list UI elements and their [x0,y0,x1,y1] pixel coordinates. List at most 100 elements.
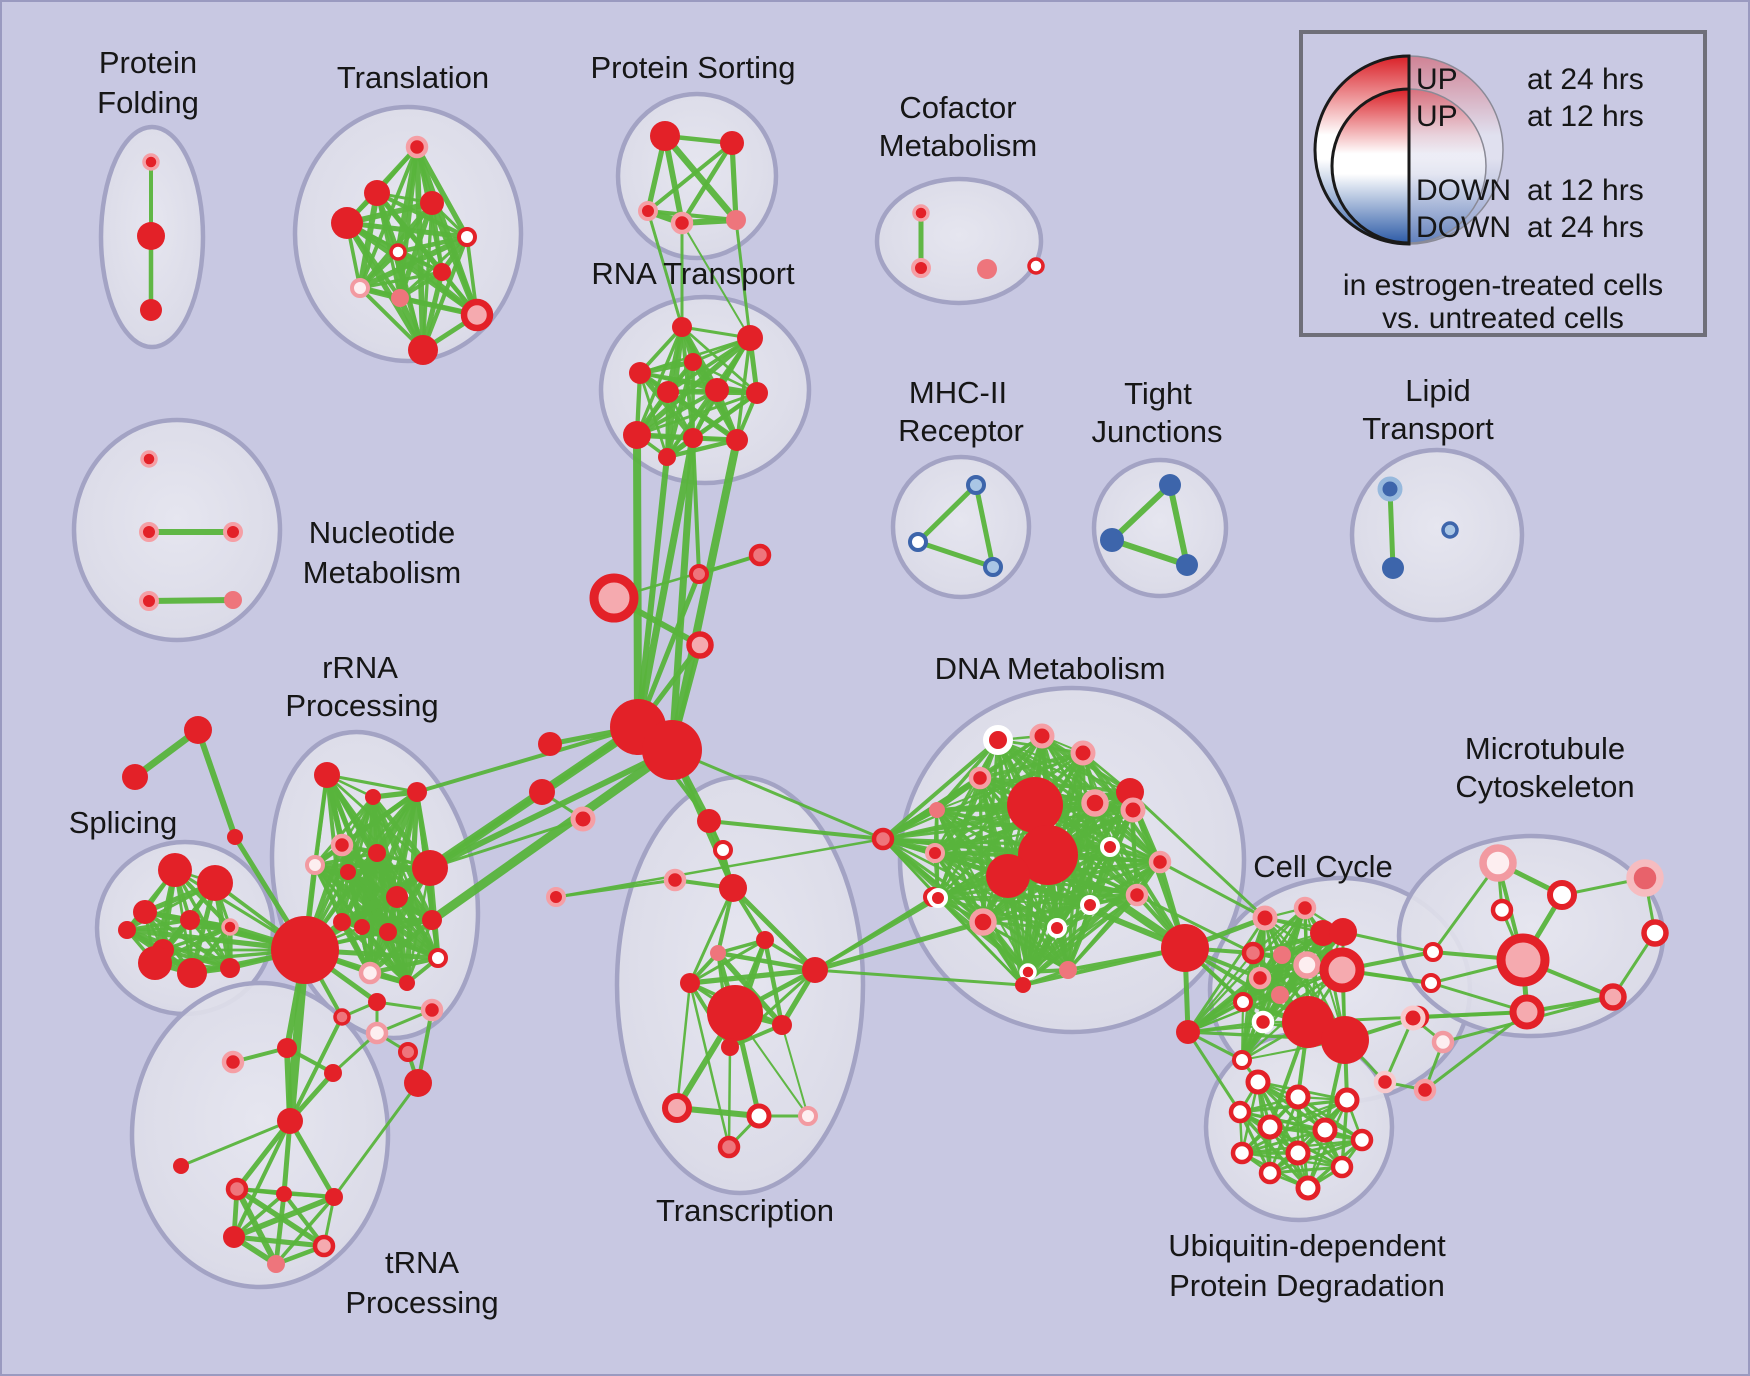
network-edge [881,738,1000,841]
node-a5 [457,227,477,247]
cluster-label: tRNA [385,1245,459,1280]
network-edge [646,141,734,213]
node-q3 [407,782,427,802]
network-edge [287,1118,337,1200]
node-q1 [314,762,340,788]
network-edge [1411,1010,1529,1020]
node-l3 [324,1064,342,1082]
node-c9 [1248,966,1272,990]
node-d11 [1081,789,1109,817]
node-l10 [420,998,444,1022]
cluster-label: Microtubule [1465,731,1625,766]
node-h4 [529,779,555,805]
node-a1 [405,135,429,159]
node-r6 [705,378,729,402]
network-edges [124,132,1657,1267]
network-edge [727,1045,732,1149]
network-edge [762,937,785,1028]
network-edge [420,234,470,353]
cluster-label: Processing [285,688,438,723]
node-x3 [227,829,243,845]
network-edge [234,1118,293,1192]
node-d1 [983,725,1013,755]
node-l4 [333,1008,351,1026]
network-edge [1128,790,1267,920]
node-x1 [184,716,212,744]
network-edge [1341,930,1435,954]
network-edge [978,776,1132,794]
node-h2 [642,720,702,780]
node-z5 [325,1188,343,1206]
cluster-ellipse-mhc-ii-receptor [890,454,1032,600]
network-edge [231,1194,337,1240]
network-edge [633,431,642,731]
cluster-label: Processing [345,1285,498,1320]
cluster-label: DNA Metabolism [935,651,1166,686]
node-s10 [118,921,136,939]
node-t11 [772,1015,792,1035]
cluster-label: Junctions [1092,414,1223,449]
node-c4 [1329,918,1357,946]
network-edge [1158,860,1267,920]
node-n3 [223,522,243,542]
node-q6 [368,844,386,862]
node-r5 [657,381,679,403]
node-u4 [1228,1100,1252,1124]
network-edge [635,388,719,437]
legend-direction-3: DOWN [1416,211,1511,244]
node-o2 [720,131,744,155]
node-m1 [1479,844,1517,882]
node-d2 [1029,723,1055,749]
network-edge [367,955,441,976]
node-c12 [1251,1010,1275,1034]
cluster-label: Cell Cycle [1253,849,1393,884]
node-a3 [420,191,444,215]
node-t14 [746,1103,772,1129]
network-edge [1251,906,1307,955]
network-edge [1268,1138,1364,1175]
network-edge [813,968,1025,987]
node-d14 [1100,837,1120,857]
network-edge [554,837,885,899]
node-c15 [1176,1020,1200,1044]
node-s1 [158,853,192,887]
node-d18 [1047,918,1067,938]
node-r11 [658,448,676,466]
cluster-label: Cytoskeleton [1455,769,1634,804]
network-edge [312,772,330,868]
node-n2 [139,522,159,542]
node-t7 [756,931,774,949]
network-edge [344,220,470,240]
network-edge [646,209,684,329]
network-edge [1387,486,1396,571]
node-q12 [379,923,397,941]
cluster-label: Splicing [69,805,178,840]
node-p2 [1431,1030,1455,1054]
network-edge [427,747,675,871]
node-cf1 [912,204,930,222]
node-t16 [717,1135,741,1159]
network-edge [346,870,409,985]
node-s3 [133,900,157,924]
network-edge [670,748,885,841]
node-h7 [689,564,709,584]
network-edge [359,924,410,986]
cluster-label: Metabolism [879,128,1038,163]
network-edge [612,553,762,600]
node-cf4 [1027,257,1045,275]
node-r8 [623,421,651,449]
network-edge [332,1081,420,1199]
cluster-label: Nucleotide [309,515,455,550]
network-edge [358,270,444,290]
node-u6 [1312,1117,1338,1143]
node-m7 [1626,859,1664,897]
node-d4 [968,766,992,790]
node-cf2 [911,258,931,278]
network-edge [691,436,701,576]
network-edge [812,919,986,973]
network-edge [781,1024,809,1117]
node-tj1 [1159,474,1181,496]
node-p3 [1373,1070,1397,1094]
network-edge [179,1119,292,1168]
